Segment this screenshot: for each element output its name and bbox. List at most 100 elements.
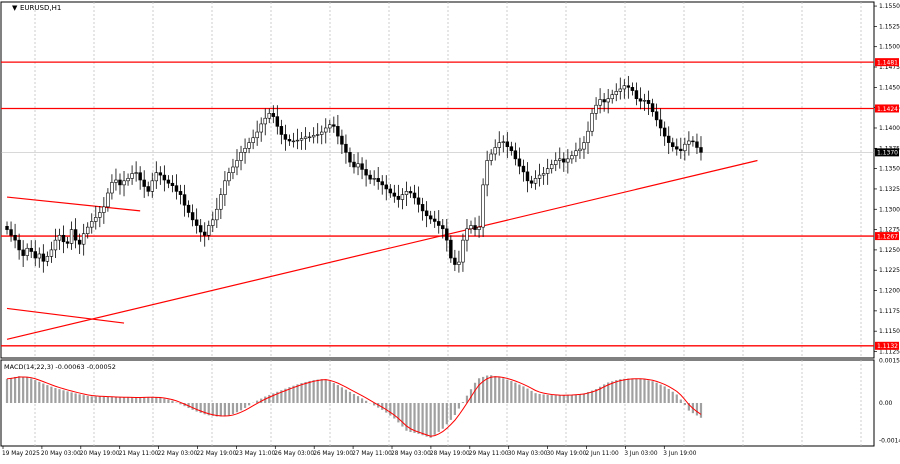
candle-body	[320, 131, 324, 135]
candle-body	[505, 141, 510, 147]
candles	[5, 75, 703, 273]
candle-body	[271, 113, 276, 117]
candle-body	[243, 148, 247, 153]
y-tick-label: 1.1450	[879, 84, 900, 91]
candle-body	[33, 251, 37, 259]
candle-body	[465, 228, 469, 241]
trendlines	[6, 159, 758, 340]
candle-body	[17, 239, 21, 251]
candle-body	[146, 186, 150, 192]
candle-body	[231, 166, 235, 173]
candle-body	[554, 160, 558, 165]
macd-y-tick-label: 0.00158	[879, 358, 900, 365]
trendline	[6, 159, 758, 340]
candle-body	[457, 261, 461, 265]
candle-body	[227, 172, 231, 182]
candle-body	[259, 123, 263, 133]
candle-body	[525, 171, 530, 182]
candle-body	[340, 135, 344, 145]
y-tick-label: 1.1325	[879, 186, 900, 193]
candle-body	[45, 256, 50, 262]
x-tick-label: 19 May 2025	[2, 451, 40, 457]
candle-body	[428, 215, 433, 220]
candle-body	[279, 126, 284, 135]
candle-body	[360, 163, 364, 170]
macd-pane	[5, 375, 703, 438]
candle-body	[642, 100, 647, 102]
candle-body	[348, 152, 352, 163]
candle-body	[198, 225, 203, 233]
candle-body	[239, 152, 243, 161]
candle-body	[307, 136, 312, 139]
horizontal-levels	[1, 61, 874, 347]
candle-body	[114, 179, 118, 183]
candle-body	[646, 100, 651, 104]
x-tick-label: 20 May 03:00	[41, 451, 81, 457]
candle-body	[622, 85, 627, 90]
candle-body	[388, 188, 393, 194]
candle-body	[666, 135, 671, 143]
x-tick-label: 23 May 11:00	[235, 451, 275, 457]
candle-body	[517, 158, 522, 167]
candle-body	[122, 180, 126, 186]
candle-body	[380, 181, 384, 186]
candle-body	[695, 141, 699, 148]
level-price-tag-label: 1.1481	[877, 59, 898, 66]
x-tick-label: 22 May 03:00	[158, 451, 198, 457]
candle-body	[283, 134, 288, 140]
candle-body	[541, 173, 546, 176]
y-tick-label: 1.1500	[879, 44, 900, 51]
y-tick-label: 1.1125	[879, 348, 900, 355]
x-tick-label: 3 Jun 03:00	[624, 451, 657, 457]
candle-body	[412, 192, 417, 199]
x-tick-label: 3 Jun 19:00	[663, 451, 696, 457]
candle-body	[275, 116, 280, 127]
y-tick-label: 1.1350	[879, 166, 900, 173]
candle-body	[324, 127, 328, 133]
candle-body	[49, 249, 54, 257]
candle-body	[142, 179, 146, 187]
candle-body	[182, 194, 187, 206]
candle-body	[291, 140, 296, 143]
candle-body	[25, 247, 29, 256]
price-pane-frame	[0, 1, 875, 447]
candle-body	[98, 212, 102, 218]
candle-body	[558, 158, 562, 161]
candle-body	[352, 161, 356, 168]
x-tick-label: 26 May 03:00	[274, 451, 314, 457]
candle-body	[368, 174, 372, 180]
candle-body	[295, 139, 300, 142]
symbol-menu-icon[interactable]: ▼	[12, 4, 18, 12]
candle-body	[29, 247, 33, 252]
x-tick-label: 29 May 11:00	[469, 451, 509, 457]
y-tick-label: 1.1200	[879, 288, 900, 295]
candle-body	[453, 257, 457, 265]
candle-body	[533, 178, 538, 184]
candle-body	[203, 231, 207, 236]
candle-body	[614, 91, 618, 95]
x-tick-label: 30 May 03:00	[508, 451, 548, 457]
candle-body	[9, 229, 13, 236]
candle-body	[658, 119, 663, 129]
candle-body	[594, 104, 598, 114]
candle-body	[118, 179, 122, 186]
candle-body	[65, 241, 70, 244]
candle-body	[602, 99, 606, 103]
candle-body	[178, 191, 183, 195]
candle-body	[449, 239, 453, 259]
candle-body	[344, 143, 348, 153]
level-price-tag	[875, 341, 899, 350]
candle-body	[683, 143, 687, 152]
candle-body	[37, 253, 42, 259]
candle-body	[630, 87, 635, 91]
level-price-tag	[875, 232, 899, 241]
candle-body	[509, 146, 514, 152]
candle-body	[416, 197, 421, 205]
price-axis: 1.15501.15251.15001.14751.14501.14251.14…	[874, 3, 900, 445]
candle-body	[638, 98, 643, 102]
candle-body	[691, 140, 695, 143]
candle-body	[263, 117, 267, 125]
y-tick-label: 1.1475	[879, 64, 900, 71]
